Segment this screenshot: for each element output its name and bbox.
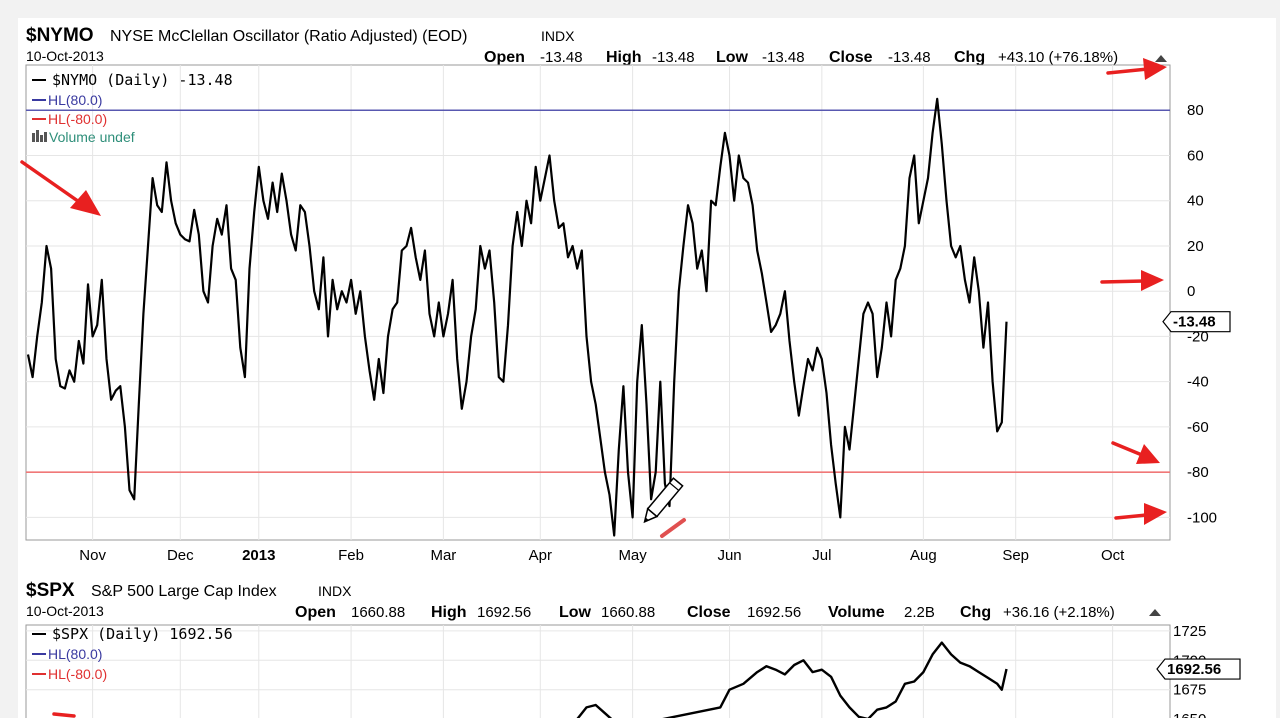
nymo-y-tick-7: -60 xyxy=(1187,419,1209,436)
spx-arrow-stub-icon xyxy=(52,712,76,718)
nymo-y-tick-0: 80 xyxy=(1187,102,1204,119)
nymo-collapse-caret-icon[interactable] xyxy=(1155,55,1167,62)
volume-bars-icon xyxy=(32,130,47,142)
spx-legend-entry-1: HL(80.0) xyxy=(48,646,102,662)
spx-title: S&P 500 Large Cap Index xyxy=(91,583,277,600)
spx-close-value: 1692.56 xyxy=(747,604,801,621)
pencil-cursor-icon xyxy=(643,477,684,524)
nymo-horizontal-lines xyxy=(26,109,1170,473)
spx-y-tick-3: 1650 xyxy=(1173,711,1206,718)
nymo-x-tick-7: Jun xyxy=(717,547,741,564)
spx-volume-label: Volume xyxy=(828,604,885,621)
nymo-legend-entry-2: HL(-80.0) xyxy=(48,111,107,127)
spx-open-value: 1660.88 xyxy=(351,604,405,621)
nymo-high-label: High xyxy=(606,49,642,66)
nymo-series-line xyxy=(26,97,1008,537)
spx-legend: $SPX (Daily) 1692.56 HL(80.0) HL(-80.0) xyxy=(32,625,233,682)
nymo-y-tick-6: -40 xyxy=(1187,374,1209,391)
spx-y-tick-2: 1675 xyxy=(1173,682,1206,699)
arrow-minus100-icon xyxy=(1114,503,1167,525)
spx-series-line xyxy=(576,641,1008,718)
spx-close-label: Close xyxy=(687,604,731,621)
red-arrow-annotations xyxy=(20,58,1167,538)
nymo-chg-label: Chg xyxy=(954,49,985,66)
nymo-last-value-text: -13.48 xyxy=(1173,314,1216,331)
nymo-high-value: -13.48 xyxy=(652,49,695,66)
spx-high-label: High xyxy=(431,604,467,621)
nymo-plot-area xyxy=(25,64,1171,541)
nymo-y-tick-5: -20 xyxy=(1187,328,1209,345)
nymo-y-tick-1: 60 xyxy=(1187,147,1204,164)
nymo-x-tick-9: Aug xyxy=(910,547,937,564)
spx-legend-entry-2: HL(-80.0) xyxy=(48,666,107,682)
nymo-y-tick-labels: 80 60 40 20 0 -20 -40 -60 -80 -100 xyxy=(1187,102,1217,526)
spx-last-value-tag: 1692.56 xyxy=(1156,658,1241,680)
nymo-x-tick-4: Mar xyxy=(430,547,456,564)
spx-symbol: $SPX xyxy=(26,580,75,601)
spx-volume-value: 2.2B xyxy=(904,604,935,621)
nymo-chg-value: +43.10 (+76.18%) xyxy=(998,49,1118,66)
nymo-x-tick-1: Dec xyxy=(167,547,194,564)
nymo-x-tick-6: May xyxy=(618,547,647,564)
nymo-last-value-tag: -13.48 xyxy=(1162,311,1231,333)
nymo-x-tick-2: 2013 xyxy=(242,547,275,564)
nymo-x-tick-labels: Nov Dec 2013 Feb Mar Apr May Jun Jul Aug Sep Oct xyxy=(79,547,1125,564)
nymo-legend: $NYMO (Daily) -13.48 HL(80.0) HL(-80.0) … xyxy=(32,71,233,145)
spx-legend-entry-0: $SPX (Daily) 1692.56 xyxy=(52,625,233,643)
nymo-date: 10-Oct-2013 xyxy=(26,48,104,64)
nymo-close-label: Close xyxy=(829,49,873,66)
spx-chg-value: +36.16 (+2.18%) xyxy=(1003,604,1115,621)
nymo-legend-entry-3: Volume undef xyxy=(49,129,135,145)
nymo-legend-entry-0: $NYMO (Daily) -13.48 xyxy=(52,71,233,89)
spx-exchange: INDX xyxy=(318,583,352,599)
spx-high-value: 1692.56 xyxy=(477,604,531,621)
spx-collapse-caret-icon[interactable] xyxy=(1149,609,1161,616)
spx-y-tick-0: 1725 xyxy=(1173,623,1206,640)
spx-low-label: Low xyxy=(559,604,592,621)
nymo-y-tick-9: -100 xyxy=(1187,509,1217,526)
nymo-y-tick-4: 0 xyxy=(1187,283,1195,300)
nymo-x-tick-10: Sep xyxy=(1002,547,1029,564)
nymo-y-tick-8: -80 xyxy=(1187,464,1209,481)
nymo-x-tick-5: Apr xyxy=(529,547,552,564)
nymo-legend-entry-1: HL(80.0) xyxy=(48,92,102,108)
nymo-x-tick-11: Oct xyxy=(1101,547,1125,564)
nymo-low-label: Low xyxy=(716,49,749,66)
spx-gridlines xyxy=(26,625,1170,718)
nymo-close-value: -13.48 xyxy=(888,49,931,66)
spx-date: 10-Oct-2013 xyxy=(26,603,104,619)
nymo-y-tick-3: 20 xyxy=(1187,238,1204,255)
nymo-y-tick-2: 40 xyxy=(1187,193,1204,210)
nymo-symbol: $NYMO xyxy=(26,25,94,46)
nymo-open-label: Open xyxy=(484,49,525,66)
nymo-title: NYSE McClellan Oscillator (Ratio Adjuste… xyxy=(110,28,467,45)
arrow-zero-icon xyxy=(1100,270,1164,291)
arrow-left-icon xyxy=(20,160,101,216)
arrow-top-right-icon xyxy=(1106,58,1167,80)
pen-stroke-mark-icon xyxy=(660,518,686,538)
nymo-x-tick-8: Jul xyxy=(812,547,831,564)
nymo-x-tick-0: Nov xyxy=(79,547,106,564)
spx-chg-label: Chg xyxy=(960,604,991,621)
spx-open-label: Open xyxy=(295,604,336,621)
spx-low-value: 1660.88 xyxy=(601,604,655,621)
nymo-x-tick-3: Feb xyxy=(338,547,364,564)
arrow-minus80-icon xyxy=(1111,441,1160,464)
nymo-open-value: -13.48 xyxy=(540,49,583,66)
nymo-low-value: -13.48 xyxy=(762,49,805,66)
spx-last-value-text: 1692.56 xyxy=(1167,661,1221,678)
nymo-exchange: INDX xyxy=(541,28,575,44)
